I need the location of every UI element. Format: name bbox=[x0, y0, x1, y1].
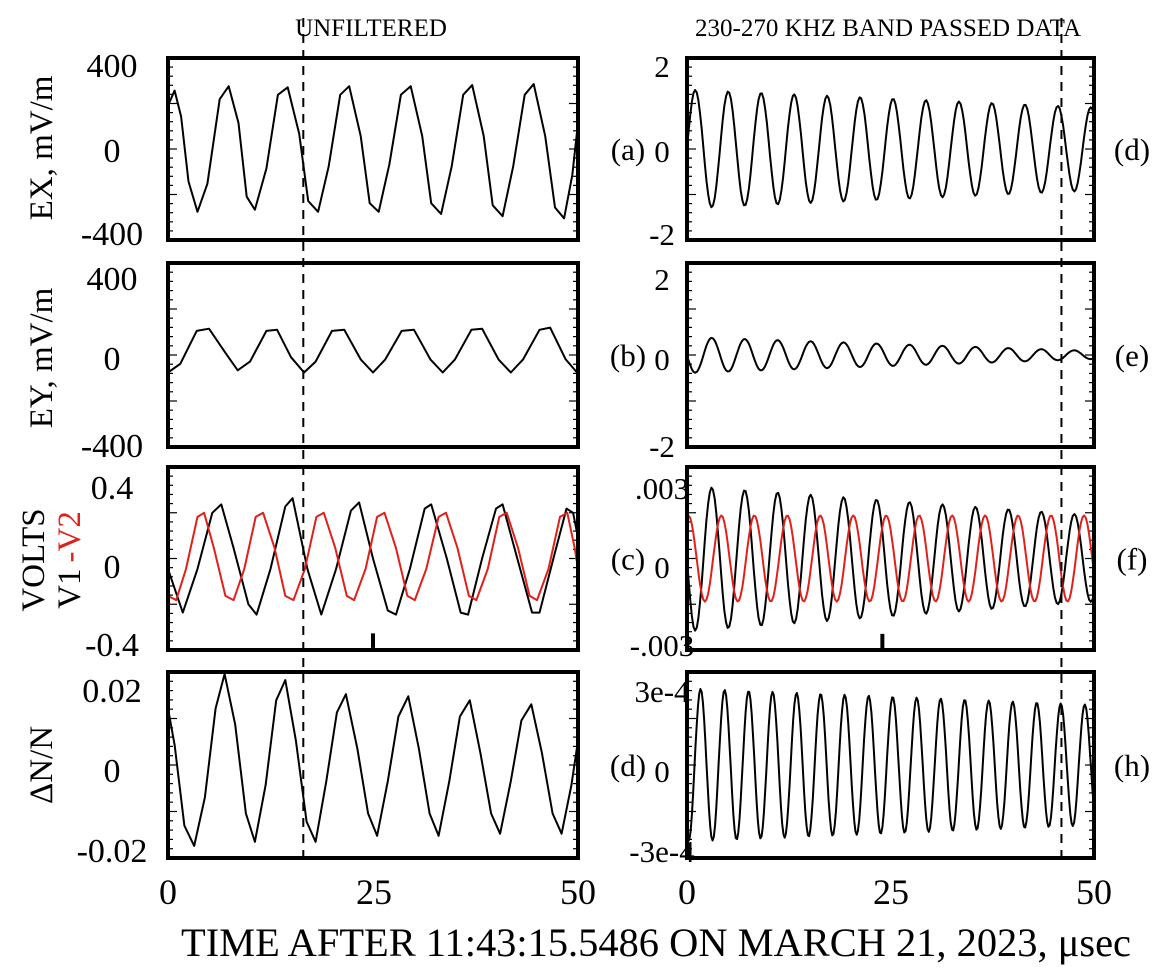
series-v1 bbox=[167, 497, 579, 616]
y-tick-label: -400 bbox=[81, 428, 143, 465]
y-tick-label: 0 bbox=[654, 134, 670, 169]
panel-label: (e) bbox=[1115, 338, 1149, 373]
x-tick-right-50: 50 bbox=[1076, 872, 1112, 912]
panel-d-left: 0.02 0 -0.02 (d) bbox=[77, 670, 646, 870]
series-v2 bbox=[167, 511, 579, 602]
ylabel-ey: EY, mV/m bbox=[24, 287, 60, 428]
series-line bbox=[686, 336, 1095, 374]
panel-label: (b) bbox=[610, 338, 646, 373]
x-axis-label: TIME AFTER 11:43:15.5486 ON MARCH 21, 20… bbox=[181, 920, 1131, 965]
y-tick-label: 400 bbox=[87, 48, 138, 85]
panel-label: (a) bbox=[611, 132, 645, 167]
minor-ticks bbox=[168, 271, 578, 439]
panel-frame bbox=[166, 670, 580, 860]
panel-label: (h) bbox=[1114, 748, 1150, 783]
y-tick-label: 2 bbox=[654, 49, 670, 84]
panel-e: 2 0 -2 (e) bbox=[649, 261, 1149, 464]
ylabel-v1-v2: V1-V2 bbox=[52, 511, 88, 609]
panel-frame bbox=[685, 670, 1096, 860]
panel-label: (c) bbox=[611, 542, 645, 577]
y-tick-label: 0 bbox=[104, 341, 121, 378]
ylabel-dn: ΔN/N bbox=[24, 726, 60, 804]
panel-frame bbox=[685, 465, 1096, 652]
y-tick-label: 0 bbox=[654, 550, 670, 585]
panel-label: (f) bbox=[1117, 542, 1148, 577]
panel-f: .003 0 -.003 (f) bbox=[630, 465, 1148, 663]
y-tick-label: -3e-4 bbox=[629, 834, 695, 869]
y-tick-label: 400 bbox=[87, 261, 138, 298]
x-tick-right-25: 25 bbox=[873, 872, 909, 912]
y-tick-label: -400 bbox=[81, 216, 143, 253]
y-tick-label: 0 bbox=[104, 133, 121, 170]
y-tick-label: 0.02 bbox=[82, 673, 142, 710]
y-tick-label: 0 bbox=[654, 754, 670, 789]
panel-b: 400 0 -400 (b) bbox=[81, 261, 646, 465]
y-tick-label: 2 bbox=[654, 262, 670, 297]
y-tick-label: 0 bbox=[104, 753, 121, 790]
panel-label: (d) bbox=[1114, 132, 1150, 167]
y-tick-label: -0.02 bbox=[77, 833, 148, 870]
y-tick-label: -0.4 bbox=[85, 627, 139, 664]
series-line bbox=[167, 83, 579, 220]
panel-d-right: 2 0 -2 (d) bbox=[649, 49, 1150, 252]
panel-frame bbox=[685, 261, 1096, 449]
panel-a: 400 0 -400 (a) bbox=[81, 48, 645, 253]
panel-frame bbox=[166, 261, 580, 449]
panel-label: (d) bbox=[610, 748, 646, 783]
x-tick-right-0: 0 bbox=[678, 872, 696, 912]
series-v1 bbox=[686, 486, 1095, 632]
y-tick-label: 3e-4 bbox=[634, 674, 690, 709]
y-tick-label: -.003 bbox=[630, 628, 695, 663]
ylabel-minus-v2: -V2 bbox=[52, 511, 88, 562]
panel-frame bbox=[166, 56, 580, 242]
x-tick-left-0: 0 bbox=[159, 872, 177, 912]
y-tick-label: 0 bbox=[654, 342, 670, 377]
series-line bbox=[686, 688, 1095, 843]
series-line bbox=[167, 673, 579, 847]
series-v2 bbox=[686, 514, 1095, 603]
x-tick-left-50: 50 bbox=[560, 872, 596, 912]
ylabel-ex: EX, mV/m bbox=[24, 75, 60, 220]
y-tick-label: .003 bbox=[635, 471, 689, 506]
ylabel-volts: VOLTS bbox=[16, 508, 52, 611]
panel-c: 0.4 0 -0.4 (c) bbox=[85, 465, 645, 664]
panel-frame bbox=[166, 465, 580, 652]
ylabel-v1: V1 bbox=[52, 568, 88, 608]
panel-h: 3e-4 0 -3e-4 (h) bbox=[629, 670, 1150, 869]
y-tick-label: -2 bbox=[649, 429, 675, 464]
panel-frame bbox=[685, 56, 1096, 242]
left-column-title: UNFILTERED bbox=[295, 15, 447, 42]
y-tick-label: 0.4 bbox=[91, 470, 134, 507]
series-line bbox=[167, 326, 579, 375]
x-tick-left-25: 25 bbox=[356, 872, 392, 912]
y-tick-label: 0 bbox=[104, 549, 121, 586]
series-line bbox=[686, 89, 1095, 209]
right-column-title: 230-270 KHZ BAND PASSED DATA bbox=[695, 15, 1081, 42]
y-tick-label: -2 bbox=[649, 217, 675, 252]
